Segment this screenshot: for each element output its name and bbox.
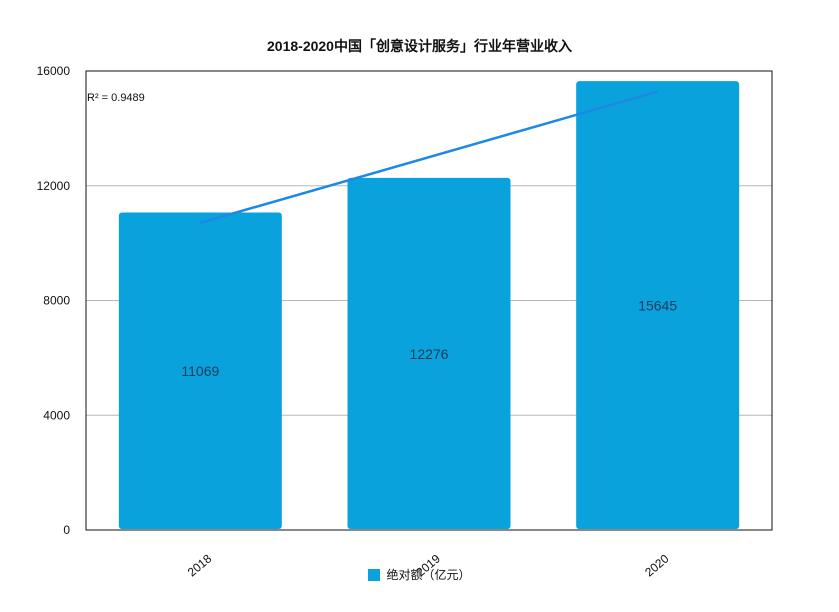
bars: 11069 12276 15645 xyxy=(118,81,740,530)
data-label-2019: 12276 xyxy=(410,346,449,362)
legend-swatch xyxy=(368,568,381,581)
chart-title: 2018-2020中国「创意设计服务」行业年营业收入 xyxy=(267,38,572,54)
data-label-2018: 11069 xyxy=(181,363,219,379)
r-squared-annotation: R² = 0.9489 xyxy=(87,92,145,104)
plot-border xyxy=(85,70,773,531)
bar-2020 xyxy=(576,81,740,530)
y-tick-label: 4000 xyxy=(43,408,70,422)
y-axis-ticks: 0 4000 8000 12000 16000 xyxy=(37,64,71,537)
data-label-2020: 15645 xyxy=(638,298,677,314)
y-tick-label: 0 xyxy=(63,523,70,537)
legend: 绝对额（亿元） xyxy=(0,566,839,583)
y-tick-label: 12000 xyxy=(37,179,71,193)
trendline xyxy=(199,90,659,224)
y-tick-label: 16000 xyxy=(37,64,71,78)
legend-label: 绝对额（亿元） xyxy=(386,568,471,582)
trendline-line xyxy=(199,90,659,224)
bar-2019 xyxy=(347,177,511,529)
y-tick-label: 8000 xyxy=(43,294,70,308)
bar-2018 xyxy=(118,212,282,529)
